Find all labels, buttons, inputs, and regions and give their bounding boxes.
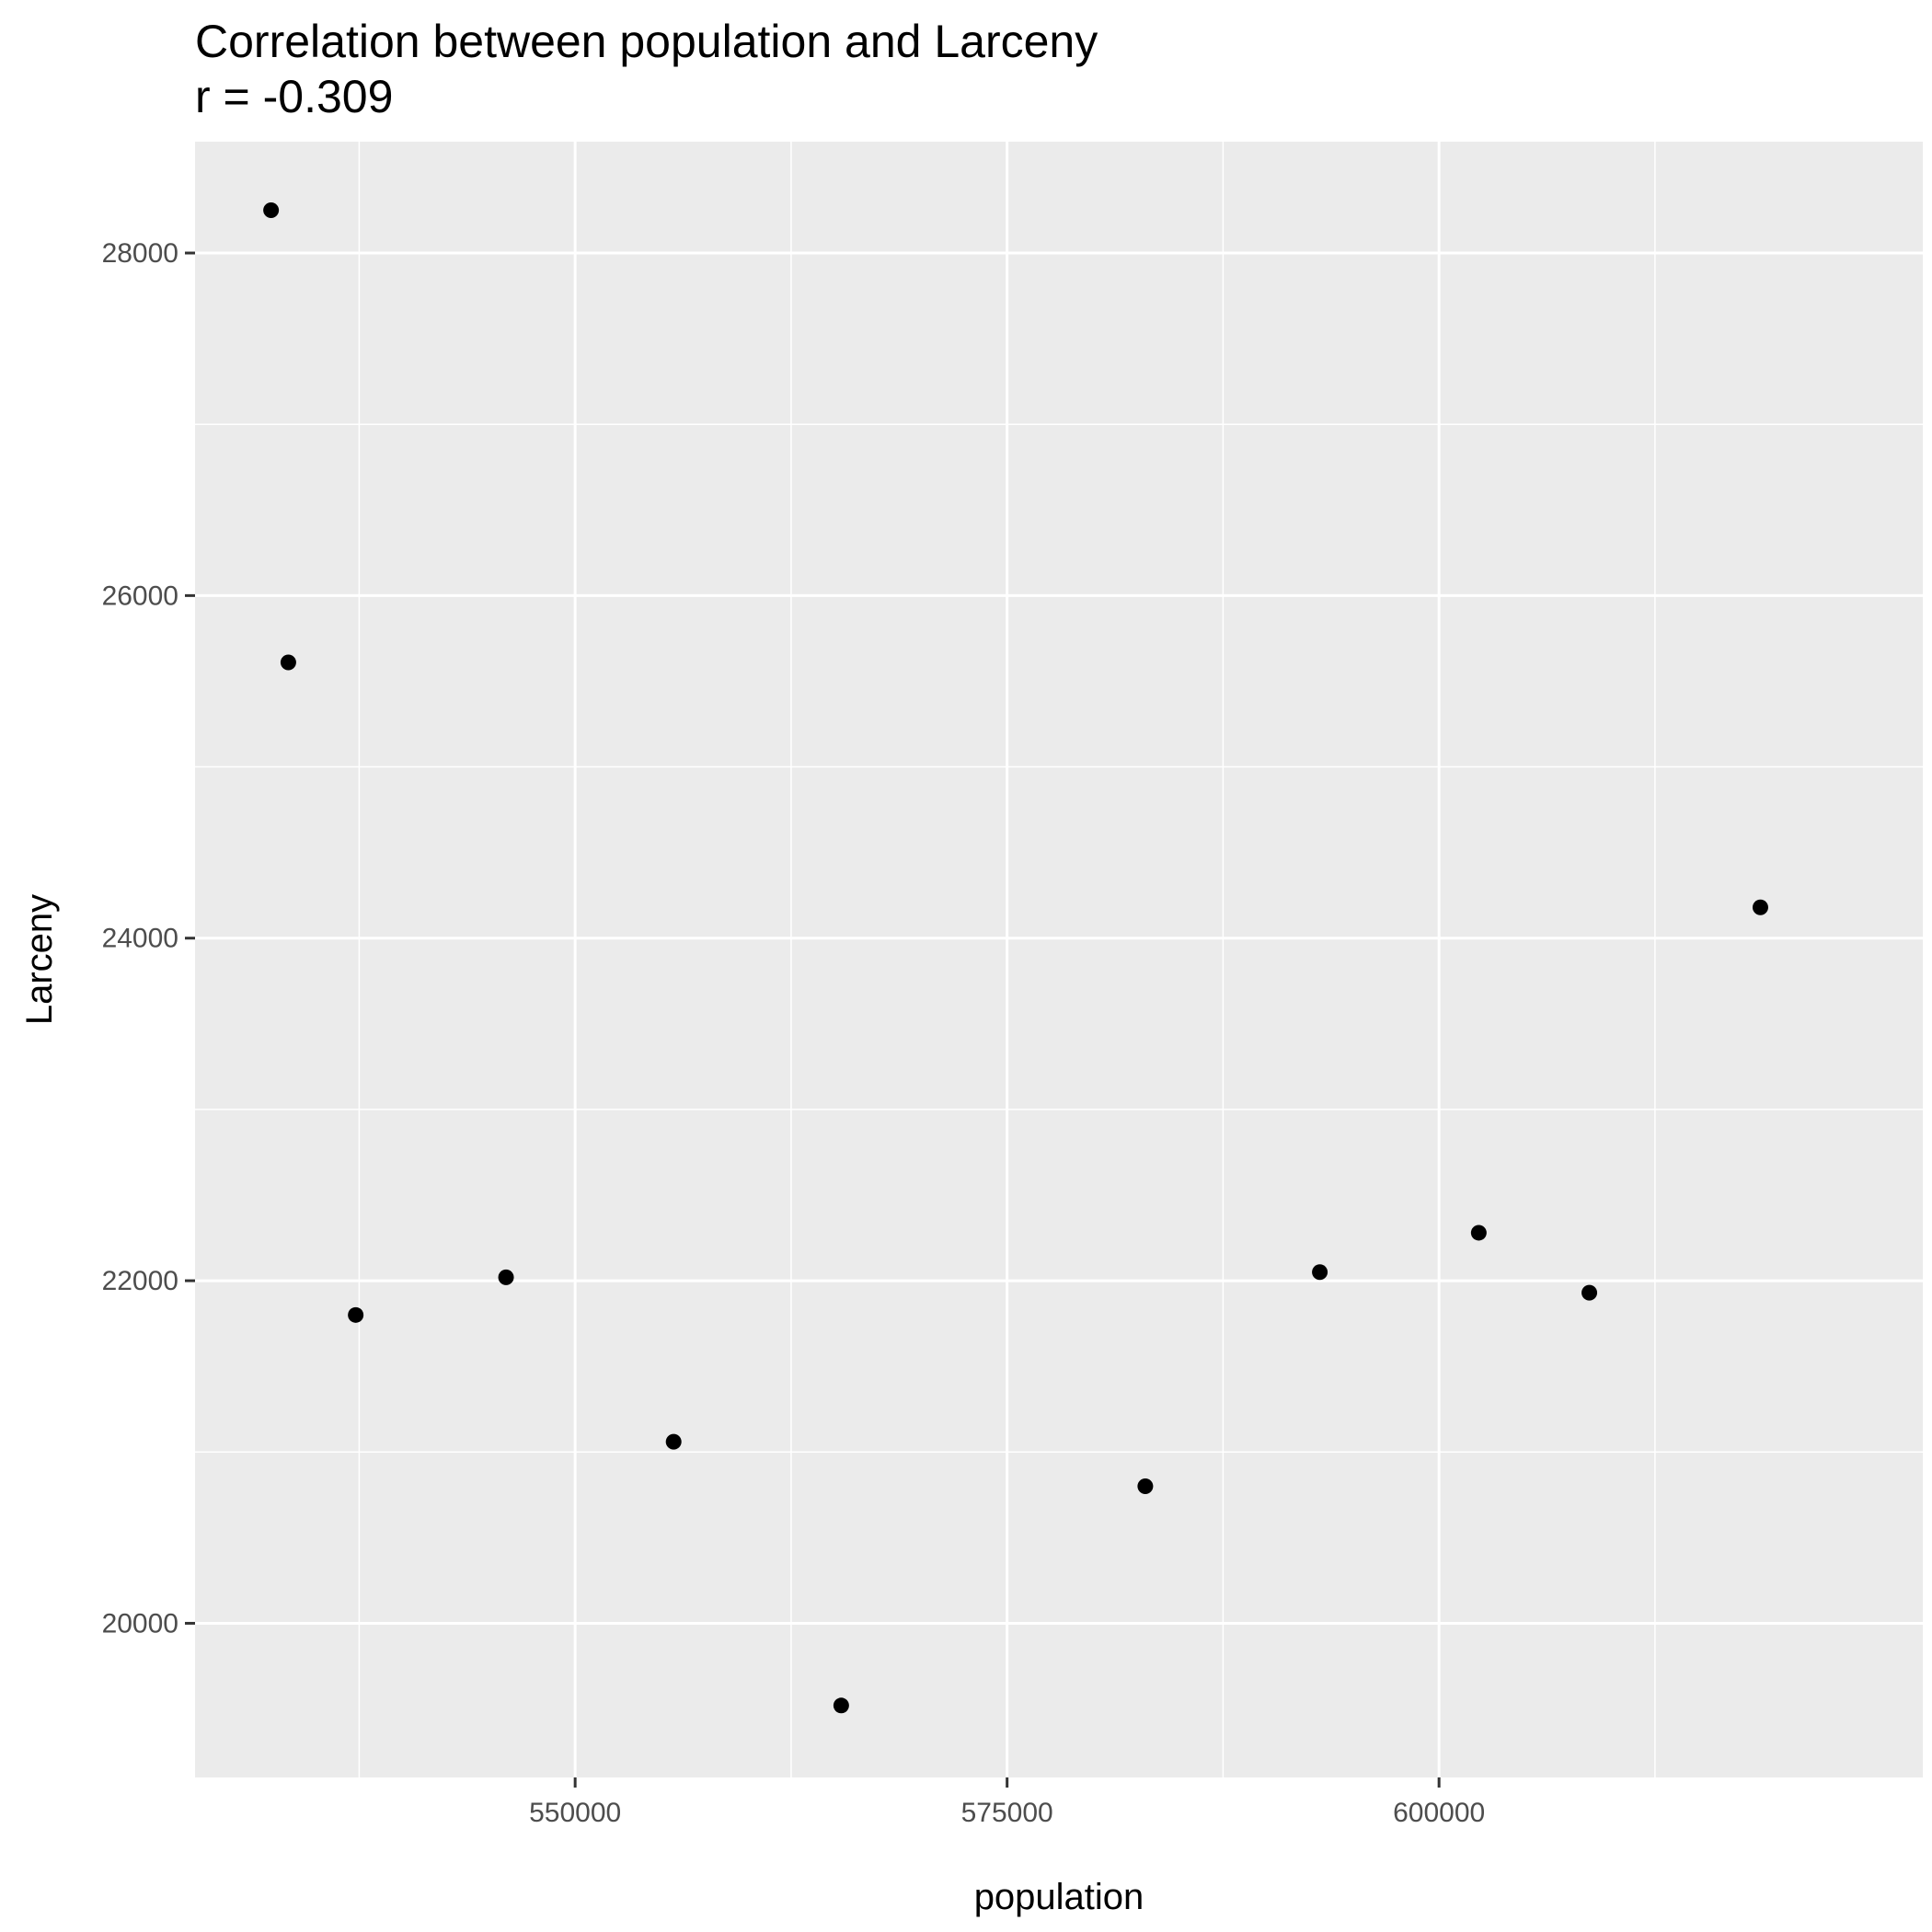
chart-subtitle: r = -0.309 xyxy=(195,71,393,122)
major-gridlines xyxy=(195,142,1923,1777)
data-point xyxy=(1752,899,1768,915)
data-point xyxy=(1137,1478,1154,1494)
data-point xyxy=(263,201,280,218)
y-tick-label: 28000 xyxy=(102,238,178,269)
data-point xyxy=(1312,1264,1328,1281)
data-point xyxy=(1581,1284,1598,1301)
data-point xyxy=(665,1433,682,1450)
data-point xyxy=(1470,1225,1487,1241)
data-points xyxy=(263,201,1768,1714)
x-tick-label: 550000 xyxy=(529,1798,621,1828)
x-axis-title: population xyxy=(974,1877,1144,1917)
axis-ticks xyxy=(185,251,1441,1788)
minor-gridlines xyxy=(195,142,1923,1777)
y-tick-label: 20000 xyxy=(102,1608,178,1639)
data-point xyxy=(498,1269,514,1285)
y-tick-label: 24000 xyxy=(102,924,178,954)
y-axis-title: Larceny xyxy=(19,894,60,1025)
y-tick-label: 26000 xyxy=(102,581,178,611)
y-tick-labels: 20000 22000 24000 26000 28000 xyxy=(102,238,178,1639)
x-tick-label: 575000 xyxy=(961,1798,1053,1828)
x-tick-labels: 550000 575000 600000 xyxy=(529,1798,1485,1828)
data-point xyxy=(280,654,296,671)
plot-panel xyxy=(195,142,1923,1777)
data-point xyxy=(833,1697,849,1714)
x-tick-label: 600000 xyxy=(1393,1798,1485,1828)
y-tick-label: 22000 xyxy=(102,1266,178,1296)
chart-title: Correlation between population and Larce… xyxy=(195,16,1098,67)
data-point xyxy=(348,1306,364,1323)
